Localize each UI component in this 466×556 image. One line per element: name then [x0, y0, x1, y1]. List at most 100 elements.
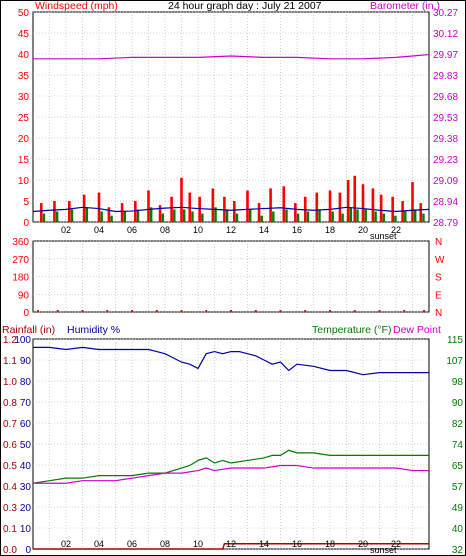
windspeed-bar — [371, 188, 375, 222]
temperature-tick-label: 32 — [452, 545, 464, 556]
gust-bar — [414, 209, 417, 222]
wind-direction-point — [353, 310, 356, 312]
wind-direction-point — [279, 310, 282, 312]
wind-direction-point — [329, 310, 331, 312]
hour-tick-label: 12 — [226, 225, 236, 235]
windspeed-bar — [180, 177, 183, 222]
wind-direction-point — [230, 310, 232, 312]
average-wind-line — [32, 206, 430, 213]
wind-direction-point — [131, 310, 133, 312]
rainfall-tick-label: 1.0 — [3, 377, 17, 388]
gust-bar — [382, 213, 386, 222]
data-marks — [32, 53, 430, 550]
windspeed-tick-label: 50 — [18, 8, 30, 19]
temperature-tick-label: 57 — [452, 482, 464, 493]
hour-tick-label: 22 — [391, 225, 401, 235]
direction-degree-tick: 270 — [12, 255, 29, 266]
windspeed-bar — [346, 180, 350, 222]
hour-tick-label: 20 — [358, 539, 368, 549]
humidity-axis-label: Humidity % — [67, 324, 120, 336]
windspeed-bar — [315, 192, 319, 222]
gust-bar — [214, 207, 217, 222]
rainfall-axis-label: Rainfall (in) — [2, 324, 55, 336]
rainfall-tick-label: 0.4 — [3, 482, 17, 493]
wind-direction-point — [155, 310, 158, 312]
gust-bar — [374, 211, 377, 222]
temperature-tick-label: 107 — [446, 356, 463, 367]
windspeed-bar — [147, 190, 150, 222]
gust-bar — [404, 211, 407, 222]
humidity-tick-label: 60 — [20, 419, 32, 430]
rainfall-tick-label: 1.2 — [3, 335, 17, 346]
windspeed-bar — [361, 184, 365, 222]
temperature-tick-label: 115 — [447, 335, 463, 346]
rainfall-tick-label: 0.5 — [3, 461, 17, 472]
gust-bar — [150, 207, 153, 222]
hour-tick-label: 20 — [358, 225, 368, 235]
temperature-tick-label: 82 — [452, 419, 464, 430]
windspeed-bar — [158, 205, 162, 222]
windspeed-tick-label: 45 — [18, 29, 30, 40]
barometer-tick-label: 28.94 — [433, 197, 458, 208]
humidity-tick-label: 100 — [14, 335, 31, 346]
humidity-tick-label: 0 — [25, 545, 31, 556]
hour-tick-label: 14 — [259, 539, 269, 549]
windspeed-tick-label: 35 — [18, 71, 30, 82]
direction-compass-tick: N — [435, 237, 442, 248]
rainfall-tick-label: 0.7 — [3, 419, 17, 430]
barometer-tick-label: 29.83 — [433, 71, 458, 82]
gust-bar — [225, 209, 229, 222]
gust-bar — [394, 215, 397, 222]
humidity-tick-label: 90 — [20, 356, 32, 367]
barometer-tick-label: 29.68 — [433, 92, 458, 103]
tick-labels: 02 02 04 04 06 06 08 08 10 10 12 12 14 14 16 16 18 18 20 20… — [3, 8, 463, 556]
windspeed-tick-label: 40 — [18, 50, 30, 61]
direction-compass-tick: S — [435, 273, 442, 284]
direction-degree-tick: 90 — [18, 290, 30, 301]
hour-tick-label: 10 — [193, 539, 203, 549]
wind-direction-point — [180, 310, 183, 312]
hour-tick-label: 14 — [259, 225, 269, 235]
windspeed-bar — [269, 188, 272, 222]
temperature-tick-label: 65 — [452, 461, 464, 472]
hour-tick-label: 06 — [127, 539, 137, 549]
humidity-tick-label: 20 — [20, 503, 32, 514]
direction-degree-tick: 360 — [12, 237, 29, 248]
gust-bar — [349, 207, 353, 222]
direction-compass-tick: N — [435, 308, 442, 319]
windspeed-bar — [419, 203, 423, 222]
gust-bar — [42, 213, 46, 222]
temperature-line — [32, 449, 429, 484]
barometer-tick-label: 30.27 — [433, 8, 458, 19]
windspeed-bar — [68, 201, 71, 222]
barometer-tick-label: 30.12 — [433, 29, 458, 40]
wind-direction-point — [304, 310, 307, 312]
sunset-label-wind: sunset — [370, 231, 397, 241]
wind-direction-point — [403, 310, 406, 312]
gust-bar — [173, 209, 176, 222]
barometer-tick-label: 29.53 — [433, 113, 458, 124]
hour-tick-label: 04 — [94, 539, 104, 549]
temperature-axis-label: Temperature (°F) — [312, 324, 391, 336]
windspeed-tick-label: 30 — [18, 92, 30, 103]
wind-direction-point — [254, 310, 257, 312]
windspeed-bar — [107, 207, 111, 222]
hour-tick-label: 16 — [292, 539, 302, 549]
wind-direction-point — [81, 310, 84, 312]
temperature-tick-label: 49 — [452, 503, 464, 514]
wind-direction-point — [378, 310, 381, 312]
hour-tick-label: 22 — [391, 539, 401, 549]
humidity-tick-label: 80 — [20, 377, 32, 388]
barometer-tick-label: 29.97 — [433, 50, 458, 61]
windspeed-tick-label: 0 — [23, 218, 29, 229]
barometer-line — [33, 53, 430, 60]
humidity-tick-label: 10 — [20, 524, 32, 535]
gust-bar — [136, 209, 140, 222]
barometer-tick-label: 29.38 — [433, 134, 458, 145]
windspeed-bar — [134, 201, 137, 222]
gust-bar — [70, 209, 74, 222]
gust-bar — [306, 211, 310, 222]
gust-bar — [161, 213, 164, 222]
